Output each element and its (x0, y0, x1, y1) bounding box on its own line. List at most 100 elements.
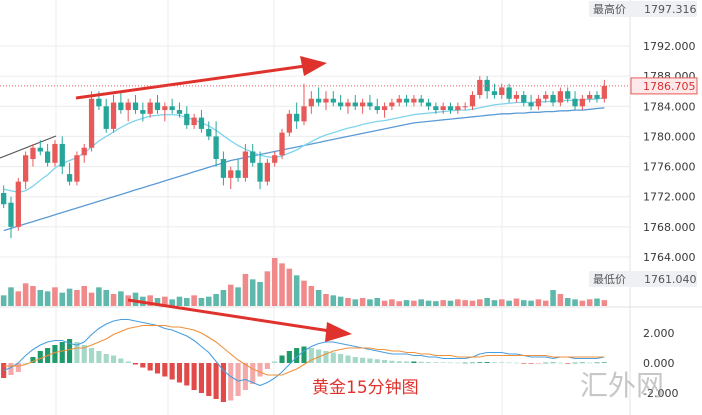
macd-histogram-bar (477, 362, 483, 363)
macd-histogram-bar (550, 362, 556, 364)
volume-bar (403, 300, 410, 306)
candle-body (213, 136, 219, 160)
candle-body (308, 98, 314, 107)
volume-bar (264, 271, 271, 306)
volume-bar (74, 290, 80, 306)
volume-bar (359, 298, 366, 306)
volume-bar (491, 300, 498, 306)
macd-histogram-bar (191, 363, 197, 390)
candle-body (37, 147, 43, 152)
candle-body (330, 98, 336, 103)
volume-bar (477, 299, 483, 306)
volume-bar (103, 290, 110, 306)
volume-bars (0, 258, 608, 306)
volume-bar (8, 287, 14, 306)
candle-body (235, 170, 241, 178)
volume-bar (88, 292, 95, 306)
volume-bar (308, 286, 315, 306)
macd-tick-label: 2.000 (643, 327, 675, 340)
macd-histogram-bar (89, 348, 95, 363)
macd-histogram-bar (484, 362, 490, 363)
volume-bar (425, 300, 432, 306)
candle-body (418, 98, 424, 103)
candle-body (191, 117, 197, 126)
candle-body (572, 98, 578, 107)
price-tick-label: 1776.000 (643, 161, 696, 174)
volume-bar (22, 283, 29, 306)
candle-body (345, 102, 351, 107)
volume-bar (542, 300, 549, 306)
candle-body (103, 106, 109, 129)
volume-bar (330, 295, 337, 306)
macd-histogram-bar (30, 357, 36, 363)
macd-histogram-bar (96, 351, 102, 363)
macd-histogram-bar (528, 363, 534, 364)
candle-body (447, 106, 454, 111)
trend-arrows (75, 56, 352, 342)
candle-body (228, 170, 234, 178)
volume-bar (506, 300, 512, 306)
macd-histogram-bar (176, 363, 183, 383)
macd-histogram-bar (462, 362, 468, 364)
candle-body (110, 102, 117, 129)
macd-histogram-bar (411, 361, 417, 363)
candle-body (374, 106, 380, 111)
volume-bar (301, 280, 307, 306)
macd-histogram-bar (8, 363, 14, 375)
volume-bar (205, 296, 212, 306)
macd-histogram-bar (213, 363, 219, 399)
watermark-text: 汇外网 (580, 369, 664, 402)
candle-body (125, 102, 131, 111)
candle-body (381, 106, 388, 111)
candle-body (477, 79, 483, 95)
price-tick-label: 1792.000 (643, 40, 696, 53)
macd-histogram-bar (499, 362, 505, 363)
macd-histogram-bar (198, 363, 205, 393)
macd-histogram-bar (565, 363, 571, 364)
volume-bar (66, 288, 73, 306)
candle-body (250, 151, 256, 163)
volume-bar (396, 301, 403, 306)
candle-body (359, 102, 366, 107)
volume-bar (132, 292, 139, 306)
candle-body (81, 147, 87, 156)
volume-bar (37, 290, 44, 306)
candle-body (557, 91, 564, 103)
macd-histogram-bar (535, 363, 541, 364)
macd-histogram-bar (382, 360, 388, 363)
volume-bar (191, 295, 197, 306)
volume-bar (374, 298, 381, 306)
candle-body (337, 102, 344, 107)
macd-histogram (1, 318, 607, 402)
volume-bar (271, 258, 278, 306)
volume-bar (345, 298, 351, 306)
candle-body (367, 102, 373, 107)
macd-histogram-bar (286, 351, 292, 363)
candle-body (1, 192, 7, 205)
candle-body (272, 155, 278, 163)
volume-bar (337, 296, 344, 306)
macd-histogram-bar (543, 362, 549, 364)
volume-bar (528, 300, 534, 306)
volume-bar (579, 300, 586, 306)
candle-body (74, 155, 80, 182)
volume-bar (411, 300, 417, 306)
candle-body (499, 87, 505, 95)
volume-bar (235, 287, 241, 306)
macd-histogram-bar (440, 362, 446, 363)
low-price-badge: 最低价 1761.040 (589, 271, 697, 287)
volume-bar (455, 299, 461, 306)
macd-histogram-bar (316, 349, 322, 363)
macd-histogram-bar (228, 363, 234, 401)
macd-histogram-bar (81, 345, 87, 363)
candle-body (513, 94, 520, 99)
volume-bar (352, 299, 359, 306)
macd-histogram-bar (374, 359, 380, 363)
macd-histogram-bar (594, 362, 600, 364)
macd-histogram-bar (272, 361, 278, 363)
macd-histogram-bar (206, 363, 212, 396)
macd-histogram-bar (323, 351, 329, 363)
macd-histogram-bar (521, 363, 527, 364)
candle-body (484, 79, 490, 92)
